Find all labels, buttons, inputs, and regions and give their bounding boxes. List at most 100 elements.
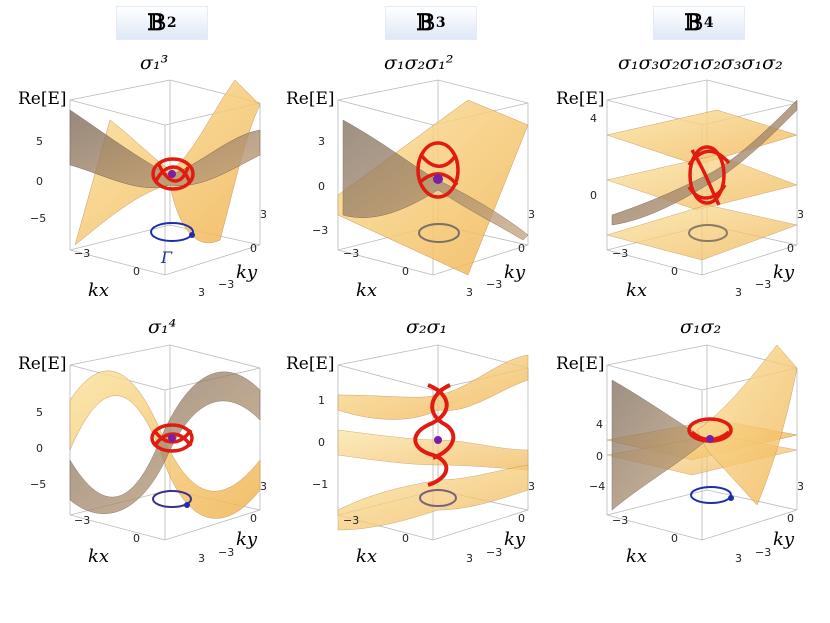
exceptional-point xyxy=(706,435,714,443)
axes-panel-5: Re[E] 1 0 −1 −3 0 3 3 0 −3 kx ky xyxy=(286,354,535,567)
y-tick: 4 xyxy=(596,418,603,431)
braid-label: σ₁³ xyxy=(140,52,169,74)
loop xyxy=(419,489,457,507)
z-axis-label: Re[E] xyxy=(286,89,335,109)
panel-b4-bottom xyxy=(606,344,798,541)
ky-tick: 0 xyxy=(518,242,525,255)
y-tick: −4 xyxy=(589,480,605,493)
ky-label: ky xyxy=(236,262,258,283)
surface-saddle xyxy=(611,99,798,226)
y-tick: 0 xyxy=(36,175,43,188)
y-tick: 0 xyxy=(596,450,603,463)
kx-tick: 3 xyxy=(735,552,742,565)
y-tick: 0 xyxy=(318,180,325,193)
kx-label: kx xyxy=(88,546,109,567)
bounding-box xyxy=(69,79,261,276)
loop xyxy=(690,486,732,504)
braid-label: σ₁σ₃σ₂σ₁σ₂σ₃σ₁σ₂ xyxy=(618,52,783,74)
panel-b2-top: Γ xyxy=(69,79,261,276)
axes-panel-3: Re[E] 4 0 −3 0 3 3 0 −3 kx ky xyxy=(556,89,804,301)
y-tick: 1 xyxy=(318,394,325,407)
surface-lower xyxy=(69,109,261,188)
ky-tick: 3 xyxy=(528,480,535,493)
y-tick: 5 xyxy=(36,135,43,148)
kx-tick: 0 xyxy=(671,532,678,545)
loop-arrowhead xyxy=(184,502,190,508)
axes-panel-4: Re[E] 5 0 −5 −3 0 3 3 0 −3 kx ky xyxy=(18,354,267,567)
axes-panel-2: Re[E] 3 0 −3 −3 0 3 3 0 −3 kx ky xyxy=(286,89,535,301)
y-tick: −3 xyxy=(312,224,328,237)
axes-panel-1: Re[E] 5 0 −5 −3 0 3 3 0 −3 kx ky xyxy=(18,89,267,301)
z-axis-label: Re[E] xyxy=(556,89,605,109)
ky-tick: −3 xyxy=(218,278,234,291)
ky-tick: −3 xyxy=(755,546,771,559)
exceptional-point xyxy=(433,174,443,184)
ky-tick: 0 xyxy=(787,242,794,255)
z-axis-label: Re[E] xyxy=(18,354,67,374)
ky-tick: 0 xyxy=(518,512,525,525)
z-axis-label: Re[E] xyxy=(556,354,605,374)
kx-tick: 0 xyxy=(402,532,409,545)
kx-tick: 3 xyxy=(198,552,205,565)
kx-tick: −3 xyxy=(612,247,628,260)
y-tick: 3 xyxy=(318,135,325,148)
surface-lower xyxy=(606,204,798,261)
braid-helix xyxy=(413,383,456,487)
axes-panel-6: Re[E] 4 0 −4 −3 0 3 3 0 −3 kx ky xyxy=(556,354,804,567)
surface-top xyxy=(606,109,798,166)
exceptional-point xyxy=(168,434,176,442)
ky-label: ky xyxy=(504,262,526,283)
loop xyxy=(152,490,192,508)
header-sub: 4 xyxy=(703,15,714,31)
ky-tick: −3 xyxy=(486,546,502,559)
braid-knot xyxy=(150,423,194,453)
surface-bottom xyxy=(337,464,529,531)
kx-tick: 0 xyxy=(402,265,409,278)
loop-gamma xyxy=(150,222,195,242)
kx-label: kx xyxy=(88,280,109,301)
ky-label: ky xyxy=(773,529,795,550)
braid-knot xyxy=(151,157,195,191)
y-tick: 0 xyxy=(590,189,597,202)
kx-tick: −3 xyxy=(74,247,90,260)
ky-tick: 3 xyxy=(260,208,267,221)
exceptional-point xyxy=(434,436,442,444)
y-tick: 4 xyxy=(590,112,597,125)
kx-label: kx xyxy=(356,546,377,567)
kx-tick: 0 xyxy=(133,532,140,545)
ky-tick: −3 xyxy=(218,546,234,559)
surface-curved xyxy=(696,344,798,506)
panel-b3-bottom xyxy=(337,344,529,541)
header-letter: 𝔹 xyxy=(684,10,703,36)
kx-tick: −3 xyxy=(74,514,90,527)
y-tick: −5 xyxy=(30,478,46,491)
ky-tick: 0 xyxy=(787,512,794,525)
ky-tick: 0 xyxy=(250,242,257,255)
braid-label: σ₁σ₂σ₁² xyxy=(384,52,454,74)
panel-b2-bottom xyxy=(69,344,261,541)
kx-tick: 3 xyxy=(198,286,205,299)
z-axis-label: Re[E] xyxy=(286,354,335,374)
braid-knot xyxy=(416,141,460,199)
z-axis-label: Re[E] xyxy=(18,89,67,109)
kx-tick: −3 xyxy=(343,247,359,260)
loop xyxy=(418,223,460,243)
kx-tick: 0 xyxy=(671,265,678,278)
kx-tick: 0 xyxy=(133,265,140,278)
ky-label: ky xyxy=(773,262,795,283)
loop xyxy=(688,224,728,242)
braid-label: σ₁⁴ xyxy=(148,316,177,338)
braid-knot xyxy=(687,145,731,206)
ky-tick: −3 xyxy=(755,278,771,291)
loop-arrowhead xyxy=(728,495,734,501)
ky-tick: 3 xyxy=(797,208,804,221)
ky-tick: 0 xyxy=(250,512,257,525)
header-letter: 𝔹 xyxy=(147,10,166,36)
surface-wave-b xyxy=(69,371,261,514)
kx-tick: 3 xyxy=(735,286,742,299)
y-tick: −5 xyxy=(30,212,46,225)
header-sub: 2 xyxy=(166,15,177,31)
ky-label: ky xyxy=(236,529,258,550)
